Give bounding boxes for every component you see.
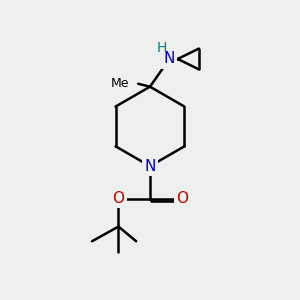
Text: H: H — [157, 41, 167, 55]
Text: N: N — [164, 52, 175, 67]
Text: O: O — [176, 191, 188, 206]
Text: O: O — [112, 191, 124, 206]
Text: N: N — [144, 159, 156, 174]
Text: Me: Me — [111, 77, 129, 90]
